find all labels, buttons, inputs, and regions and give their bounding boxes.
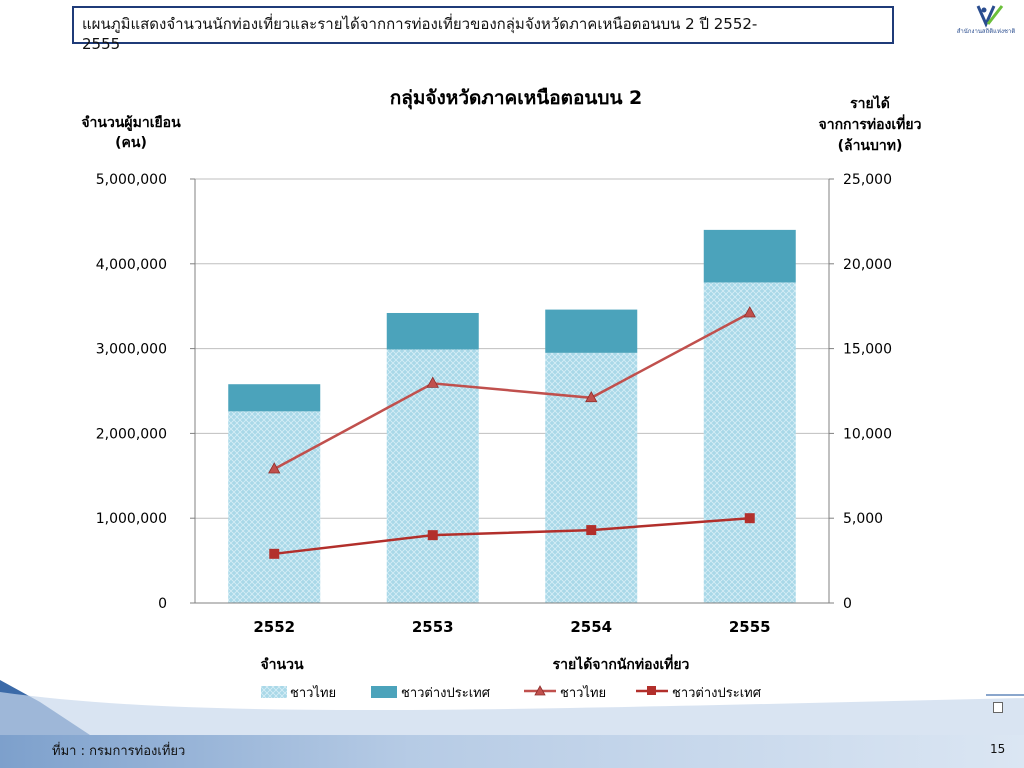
bar-foreign-2553 [386, 312, 479, 350]
point-foreign-2554 [586, 525, 597, 536]
y-right-tick-label: 0 [843, 596, 852, 612]
page-number: 15 [990, 742, 1006, 756]
bar-foreign-2554 [545, 309, 638, 353]
bars [228, 229, 796, 603]
y-left-label-line2: (คน) [115, 135, 147, 151]
bar-thai-2555 [703, 282, 796, 603]
y-right-ticks: 0 5,000 10,000 15,000 20,000 25,000 [829, 172, 892, 612]
lines [268, 306, 756, 559]
point-thai-2555 [743, 306, 756, 318]
slide-checkbox-icon [993, 702, 1003, 713]
x-category-2554: 2554 [570, 618, 612, 636]
y-right-tick-label: 25,000 [843, 172, 892, 188]
y-left-tick-label: 1,000,000 [96, 511, 167, 527]
y-left-label-line1: จำนวนผู้มาเยือน [81, 115, 181, 131]
bar-thai-2553 [386, 349, 479, 603]
bar-thai-2554 [545, 352, 638, 603]
legend-marker-foreign [647, 686, 656, 695]
x-category-2553: 2553 [412, 618, 454, 636]
legend-label-foreign-line: ชาวต่างประเทศ [672, 686, 762, 701]
x-categories: 2552 2553 2554 2555 [253, 618, 770, 636]
point-foreign-2555 [744, 513, 755, 524]
x-category-2552: 2552 [253, 618, 295, 636]
footer-decoration [0, 680, 1024, 735]
slide-title: แผนภูมิแสดงจำนวนนักท่องเที่ยวและรายได้จา… [82, 14, 902, 54]
title-box [72, 6, 894, 44]
slide-title-line1: แผนภูมิแสดงจำนวนนักท่องเที่ยวและรายได้จา… [82, 15, 758, 33]
line-foreign [274, 516, 750, 556]
legend-label-thai-bar: ชาวไทย [290, 685, 336, 701]
y-left-tick-label: 4,000,000 [96, 257, 167, 273]
bar-foreign-2555 [703, 229, 796, 283]
y-right-tick-label: 5,000 [843, 511, 883, 527]
y-left-ticks: 0 1,000,000 2,000,000 3,000,000 4,000,000 5,0… [96, 172, 195, 612]
y-right-tick-label: 10,000 [843, 426, 892, 442]
source-note: ที่มา : กรมการท่องเที่ยว [52, 744, 186, 759]
line-thai [273, 311, 751, 471]
y-right-tick-label: 20,000 [843, 257, 892, 273]
legend-label-thai-line: ชาวไทย [560, 685, 606, 701]
bar-foreign-2552 [228, 384, 321, 412]
y-left-tick-label: 3,000,000 [96, 342, 167, 358]
legend-swatch-foreign-bar [371, 686, 397, 698]
legend-swatch-thai-bar [261, 686, 287, 698]
slide-title-line2: 2555 [82, 35, 121, 53]
y-left-tick-label: 5,000,000 [96, 172, 167, 188]
y-right-tick-label: 15,000 [843, 342, 892, 358]
y-right-label-line1: รายได้ [850, 94, 890, 112]
axes [194, 179, 830, 604]
point-thai-2553 [426, 376, 439, 388]
point-foreign-2552 [269, 548, 280, 559]
y-right-label-line2: จากการท่องเที่ยว [819, 114, 922, 133]
point-thai-2552 [268, 462, 281, 474]
y-right-label-line3: (ล้านบาท) [838, 138, 903, 154]
footer-band [0, 735, 1024, 768]
y-left-tick-label: 0 [158, 596, 167, 612]
legend-group-bars: จำนวน [260, 657, 303, 673]
legend-marker-thai [534, 685, 546, 696]
logo-text: สำนักงานสถิติแห่งชาติ [956, 28, 1016, 35]
legend-label-foreign-bar: ชาวต่างประเทศ [401, 686, 491, 701]
x-category-2555: 2555 [729, 618, 771, 636]
point-foreign-2553 [427, 530, 438, 541]
y-left-tick-label: 2,000,000 [96, 426, 167, 442]
nso-logo-icon [976, 5, 1004, 28]
legend-group-lines: รายได้จากนักท่องเที่ยว [553, 654, 690, 673]
chart-title: กลุ่มจังหวัดภาคเหนือตอนบน 2 [390, 87, 643, 110]
chart: กลุ่มจังหวัดภาคเหนือตอนบน 2 จำนวนผู้มาเย… [81, 87, 922, 701]
point-thai-2554 [585, 390, 598, 403]
bar-thai-2552 [228, 411, 321, 603]
